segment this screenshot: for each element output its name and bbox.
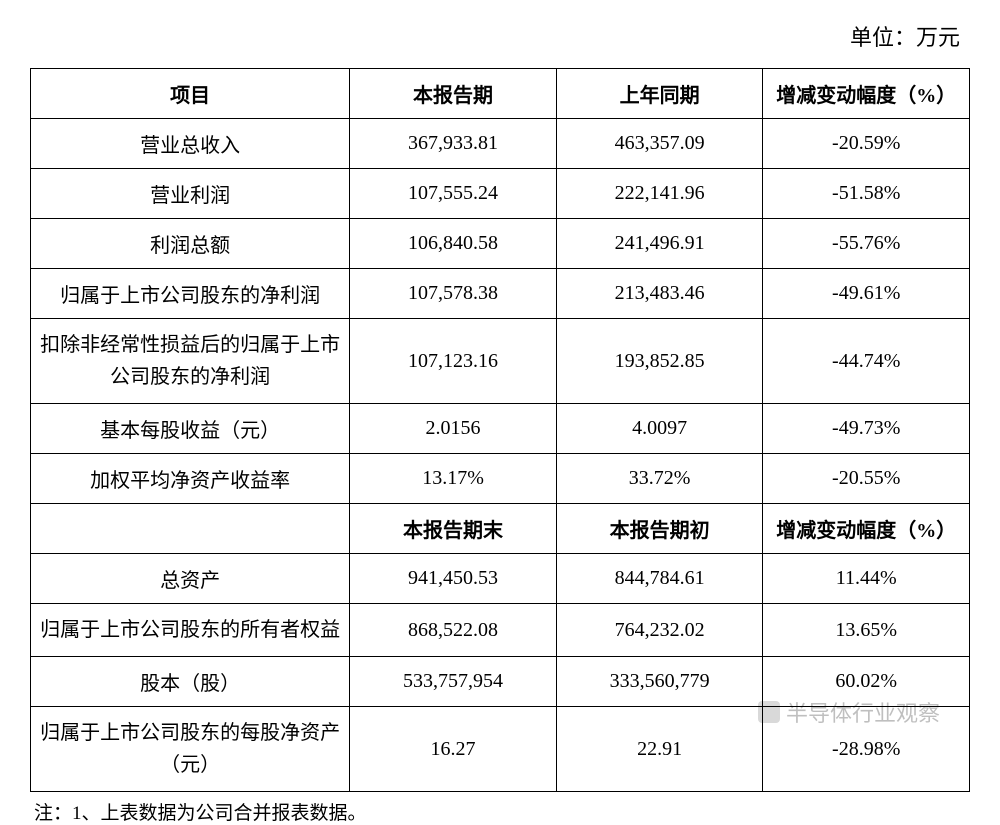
- value-cell: 4.0097: [556, 404, 763, 454]
- header-item: 项目: [31, 69, 350, 119]
- value-cell: 333,560,779: [556, 657, 763, 707]
- change-cell: -55.76%: [763, 219, 970, 269]
- change-cell: -51.58%: [763, 169, 970, 219]
- table-row: 扣除非经常性损益后的归属于上市公司股东的净利润 107,123.16 193,8…: [31, 319, 970, 404]
- item-cell: 归属于上市公司股东的所有者权益: [31, 604, 350, 657]
- table-row: 利润总额 106,840.58 241,496.91 -55.76%: [31, 219, 970, 269]
- table-row: 营业总收入 367,933.81 463,357.09 -20.59%: [31, 119, 970, 169]
- value-cell: 941,450.53: [350, 554, 557, 604]
- value-cell: 222,141.96: [556, 169, 763, 219]
- header-previous: 上年同期: [556, 69, 763, 119]
- watermark: 半导体行业观察: [758, 696, 940, 728]
- item-cell: 基本每股收益（元）: [31, 404, 350, 454]
- value-cell: 33.72%: [556, 454, 763, 504]
- value-cell: 13.17%: [350, 454, 557, 504]
- unit-label: 单位：万元: [30, 20, 970, 52]
- table-row: 归属于上市公司股东的净利润 107,578.38 213,483.46 -49.…: [31, 269, 970, 319]
- value-cell: 106,840.58: [350, 219, 557, 269]
- value-cell: 367,933.81: [350, 119, 557, 169]
- value-cell: 241,496.91: [556, 219, 763, 269]
- change-cell: -20.59%: [763, 119, 970, 169]
- table-header-row: 项目 本报告期 上年同期 增减变动幅度（%）: [31, 69, 970, 119]
- change-cell: -49.73%: [763, 404, 970, 454]
- table-row: 总资产 941,450.53 844,784.61 11.44%: [31, 554, 970, 604]
- table-row: 基本每股收益（元） 2.0156 4.0097 -49.73%: [31, 404, 970, 454]
- value-cell: 533,757,954: [350, 657, 557, 707]
- value-cell: 22.91: [556, 707, 763, 792]
- item-cell: 总资产: [31, 554, 350, 604]
- sub-header-current: 本报告期末: [350, 504, 557, 554]
- change-cell: -49.61%: [763, 269, 970, 319]
- value-cell: 193,852.85: [556, 319, 763, 404]
- header-change: 增减变动幅度（%）: [763, 69, 970, 119]
- sub-header-previous: 本报告期初: [556, 504, 763, 554]
- table-row: 归属于上市公司股东的所有者权益 868,522.08 764,232.02 13…: [31, 604, 970, 657]
- financial-table: 项目 本报告期 上年同期 增减变动幅度（%） 营业总收入 367,933.81 …: [30, 68, 970, 792]
- value-cell: 107,555.24: [350, 169, 557, 219]
- change-cell: 13.65%: [763, 604, 970, 657]
- item-cell: 股本（股）: [31, 657, 350, 707]
- change-cell: -44.74%: [763, 319, 970, 404]
- change-cell: -20.55%: [763, 454, 970, 504]
- value-cell: 844,784.61: [556, 554, 763, 604]
- item-cell: 营业利润: [31, 169, 350, 219]
- sub-header-change: 增减变动幅度（%）: [763, 504, 970, 554]
- table-row: 营业利润 107,555.24 222,141.96 -51.58%: [31, 169, 970, 219]
- value-cell: 764,232.02: [556, 604, 763, 657]
- watermark-text: 半导体行业观察: [786, 696, 940, 728]
- value-cell: 107,123.16: [350, 319, 557, 404]
- item-cell: 利润总额: [31, 219, 350, 269]
- value-cell: 2.0156: [350, 404, 557, 454]
- watermark-icon: [758, 701, 780, 723]
- value-cell: 16.27: [350, 707, 557, 792]
- item-cell: 归属于上市公司股东的净利润: [31, 269, 350, 319]
- header-current: 本报告期: [350, 69, 557, 119]
- value-cell: 868,522.08: [350, 604, 557, 657]
- item-cell: 扣除非经常性损益后的归属于上市公司股东的净利润: [31, 319, 350, 404]
- item-cell: 加权平均净资产收益率: [31, 454, 350, 504]
- table-row: 加权平均净资产收益率 13.17% 33.72% -20.55%: [31, 454, 970, 504]
- sub-header-row: 本报告期末 本报告期初 增减变动幅度（%）: [31, 504, 970, 554]
- value-cell: 213,483.46: [556, 269, 763, 319]
- item-cell: 营业总收入: [31, 119, 350, 169]
- change-cell: 11.44%: [763, 554, 970, 604]
- item-cell: 归属于上市公司股东的每股净资产（元）: [31, 707, 350, 792]
- footnote: 注：1、上表数据为公司合并报表数据。: [30, 798, 970, 825]
- value-cell: 463,357.09: [556, 119, 763, 169]
- value-cell: 107,578.38: [350, 269, 557, 319]
- sub-header-item: [31, 504, 350, 554]
